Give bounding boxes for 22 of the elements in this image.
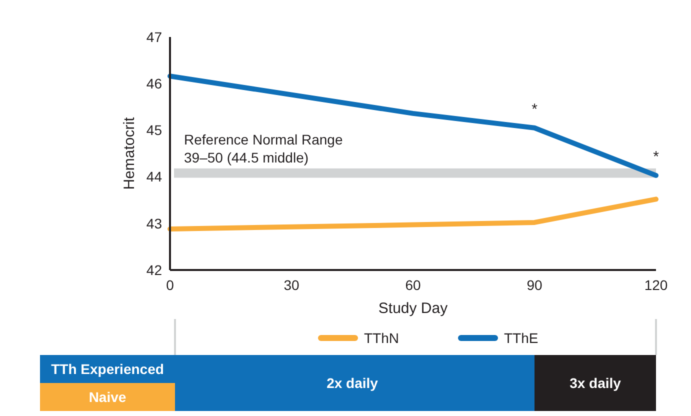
x-axis-title: Study Day (378, 300, 448, 317)
x-tick-label: 90 (526, 277, 542, 293)
annotation: * (532, 100, 538, 118)
legend-label: TThE (504, 330, 538, 346)
band-label: Reference Normal Range 39–50 (44.5 middle) (184, 131, 343, 166)
text: 2x daily (326, 374, 378, 391)
x-tick-label: 0 (166, 277, 174, 293)
x-tick-label: 120 (644, 277, 668, 293)
y-tick-label: 45 (146, 122, 162, 138)
y-tick-label: 47 (146, 28, 162, 45)
text: 3x daily (570, 374, 622, 391)
y-tick-label: 46 (146, 76, 162, 92)
legend-label: TThN (364, 330, 399, 346)
y-axis-title: Hematocrit (121, 116, 138, 190)
y-tick-label: 43 (146, 215, 162, 232)
annotation: * (653, 148, 660, 166)
x-tick-label: 60 (405, 277, 421, 293)
y-tick-label: 42 (146, 262, 162, 278)
text: TTh Experienced (51, 360, 164, 377)
text: Naive (88, 388, 126, 405)
x-tick-label: 30 (284, 277, 300, 293)
y-tick-label: 44 (146, 168, 162, 185)
